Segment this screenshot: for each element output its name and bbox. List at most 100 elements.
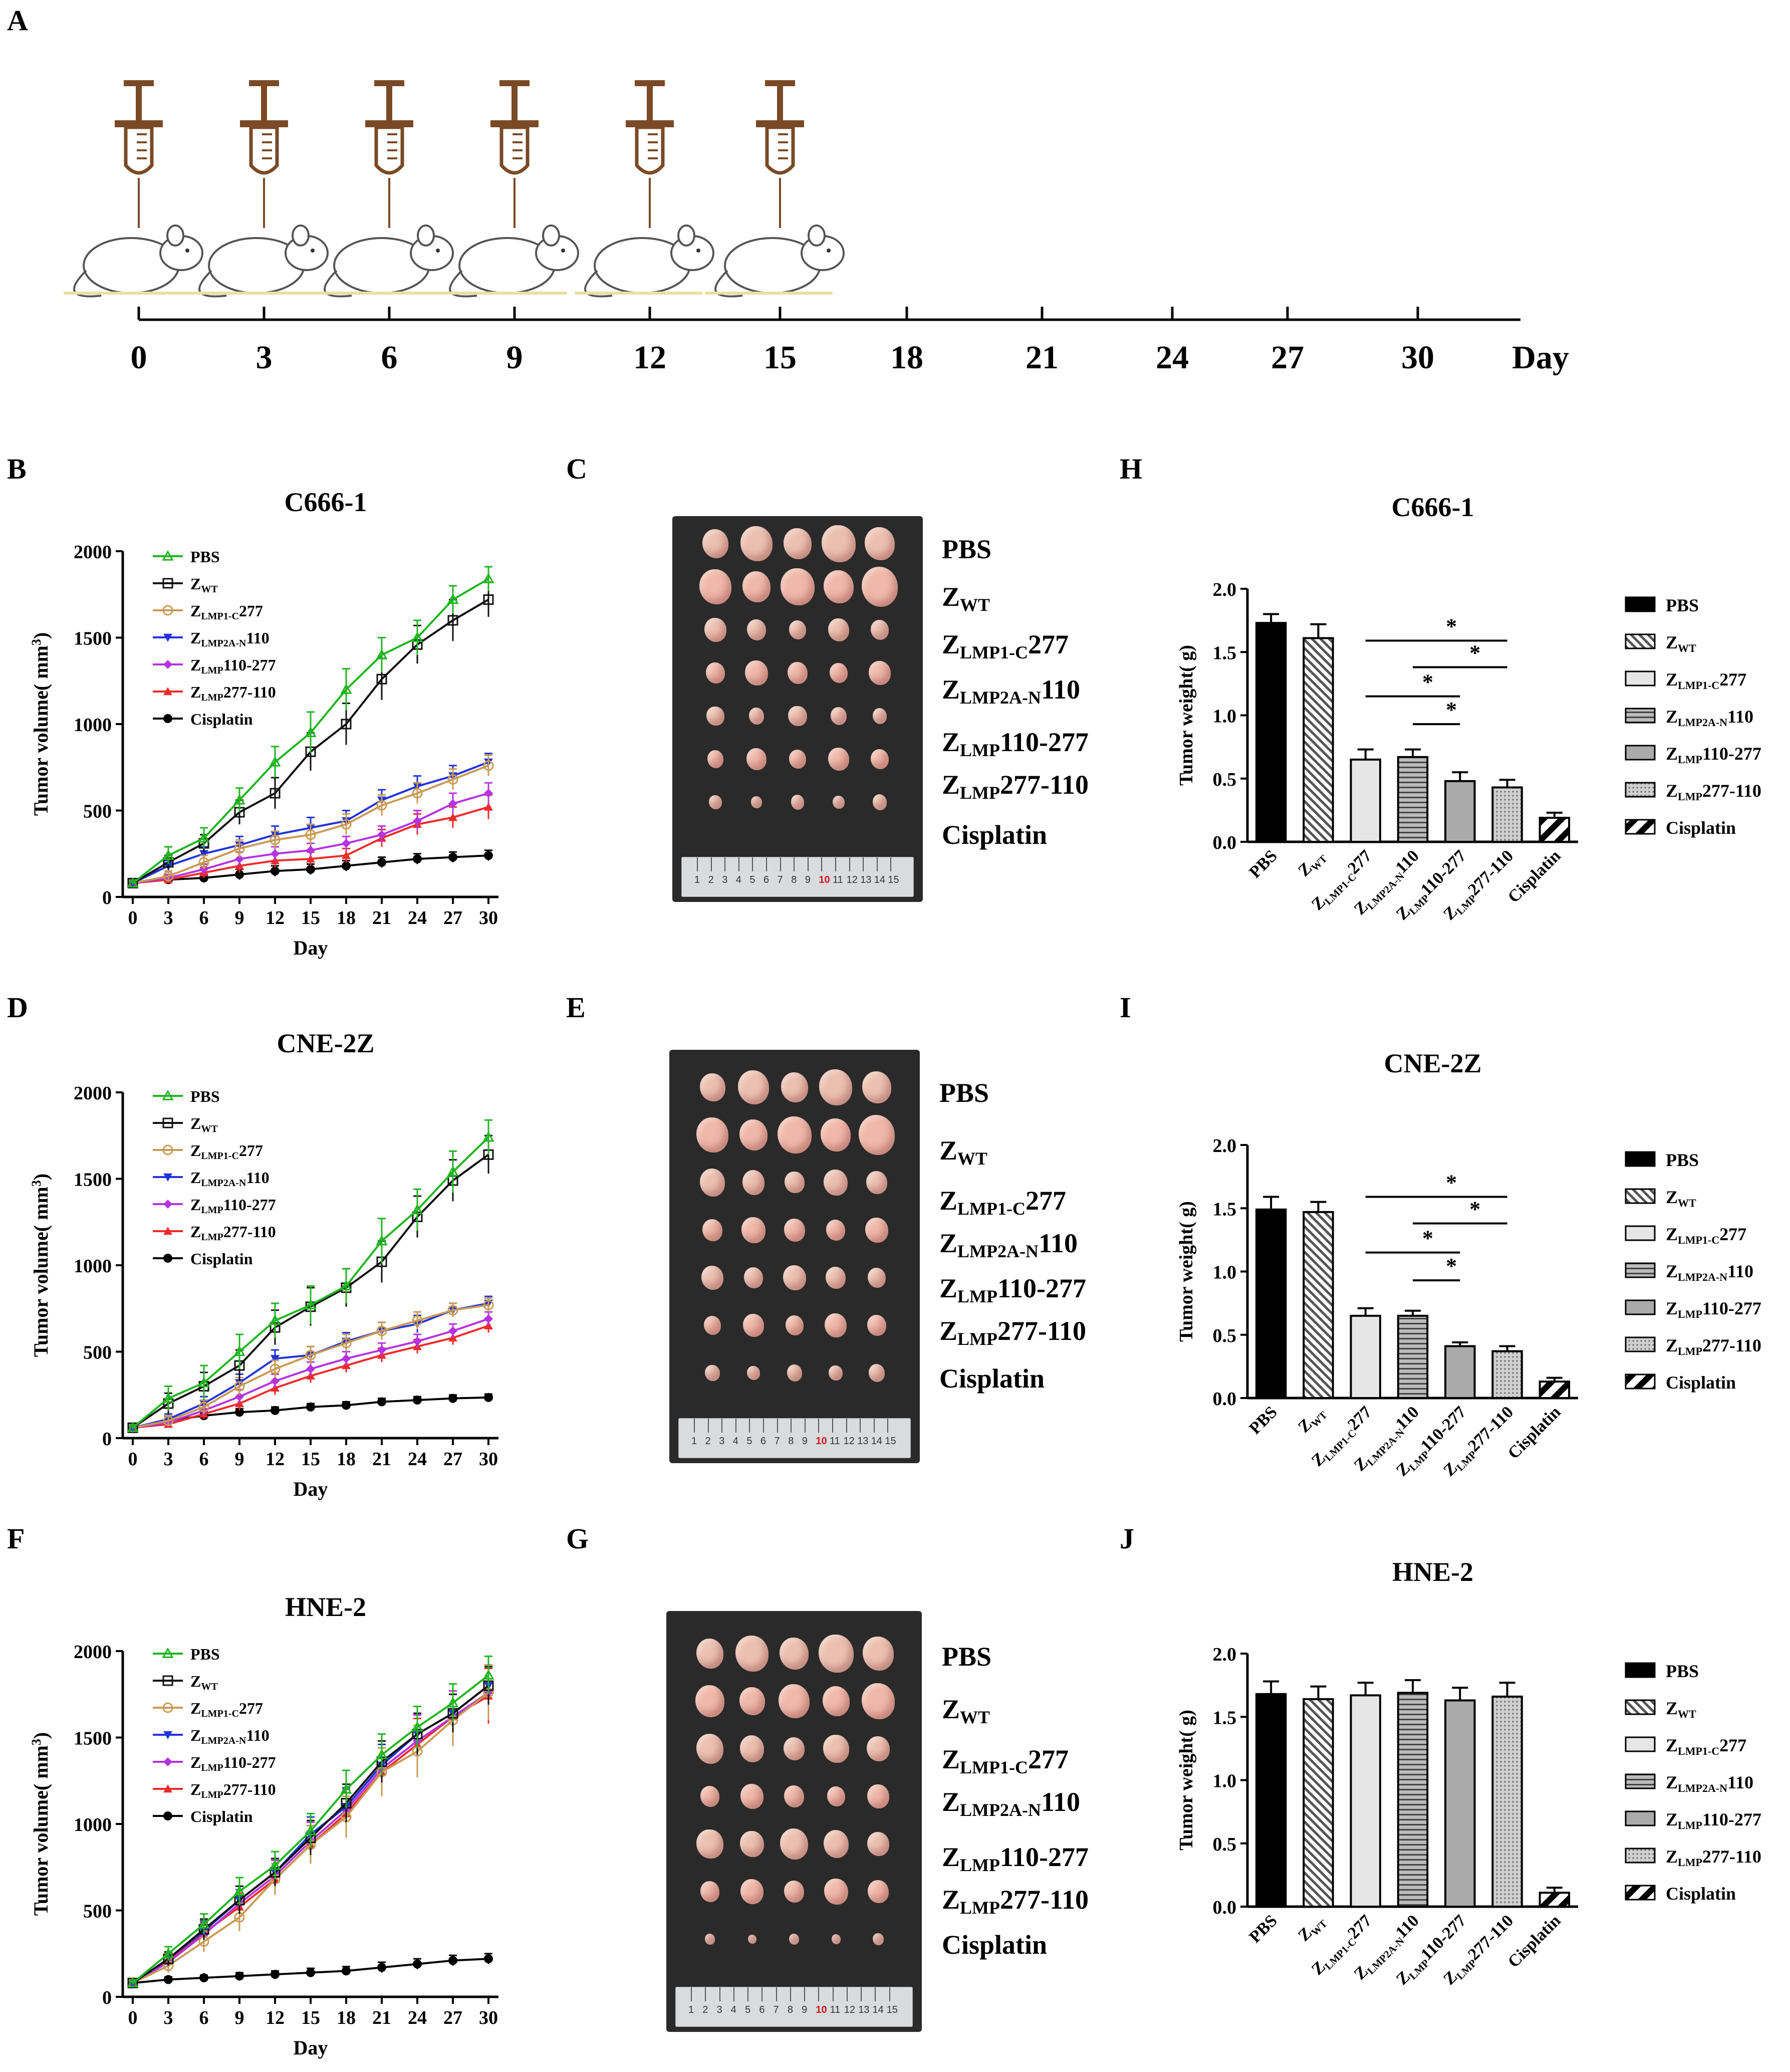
tumor-specimen [705, 662, 725, 683]
tumor-specimen [784, 1785, 805, 1808]
x-axis-label: Day [294, 937, 328, 959]
timeline-day-label: 3 [256, 339, 273, 376]
tumor-specimen [828, 748, 849, 771]
tumor-specimen [741, 1217, 765, 1244]
point-marker [340, 1280, 352, 1291]
y-tick-label: 0.5 [1213, 1834, 1237, 1855]
tumor-specimen [829, 1365, 843, 1380]
point-marker [377, 830, 386, 839]
point-marker [127, 1977, 139, 1988]
tumor-specimen [783, 1737, 805, 1761]
point-marker [163, 687, 172, 696]
tumor-specimen [740, 526, 773, 562]
ruler-tick [707, 1419, 709, 1433]
point-marker [305, 1349, 316, 1360]
mouse-icon [314, 224, 454, 298]
point-marker [306, 1968, 315, 1977]
legend-entry: ZLMP1-C277 [190, 1141, 263, 1162]
tumor-specimen [700, 1785, 720, 1807]
tumor-specimen [785, 1172, 805, 1194]
ruler-number: 12 [843, 1436, 855, 1447]
tumor-specimen [868, 1364, 885, 1382]
point-marker [483, 594, 494, 605]
ruler-number: 8 [788, 1436, 794, 1447]
syringe-plunger-rod [512, 86, 518, 121]
mouse-ear [808, 224, 826, 247]
legend-entry: ZLMP1-C277 [1666, 1224, 1746, 1246]
point-marker [448, 1394, 457, 1403]
point-marker [270, 788, 281, 799]
tumor-specimen [787, 661, 808, 684]
legend-entry: ZLMP2A-N110 [1666, 1772, 1753, 1794]
tumor-specimen [789, 749, 807, 769]
point-marker [413, 1959, 422, 1969]
tumor-specimen [862, 567, 898, 607]
legend-entry: PBS [1666, 1150, 1699, 1170]
significance-star: * [1446, 1254, 1457, 1278]
timeline-day-label: 21 [1026, 339, 1059, 376]
ruler-number: 2 [705, 1436, 711, 1447]
y-tick-label: 0.0 [1213, 832, 1237, 853]
point-marker [270, 1363, 281, 1374]
point-marker [163, 714, 172, 723]
chart-legend: PBS ZWT ZLMP1-C277 ZLMP2A-N110 ZLMP110-277 ZL… [1625, 1661, 1761, 1904]
point-marker [162, 1089, 174, 1100]
ruler-number: 4 [732, 1436, 738, 1447]
legend-entry: ZLMP2A-N110 [190, 1726, 270, 1746]
ruler-number: 7 [777, 874, 783, 885]
tumor-specimen [864, 527, 895, 561]
ruler-tick [705, 1987, 706, 2001]
x-tick-label: 21 [372, 1449, 391, 1470]
mouse-eye [827, 249, 831, 253]
ruler-tick [733, 1987, 734, 2001]
bar-lmp277110 [1491, 1350, 1523, 1399]
ruler-number: 6 [760, 1436, 766, 1447]
point-marker [412, 1315, 423, 1326]
bar-pbs [1255, 1693, 1287, 1908]
x-tick-label: 18 [337, 1449, 356, 1470]
point-marker [448, 1326, 457, 1336]
ruler-tick [738, 857, 739, 871]
point-marker [413, 1396, 422, 1405]
x-tick-label: 3 [164, 907, 173, 929]
point-marker [163, 1254, 172, 1263]
point-marker [447, 1697, 459, 1708]
ruler-number: 5 [745, 2004, 751, 2015]
syringe-plunger-top [124, 80, 154, 86]
legend-swatch [1625, 1336, 1656, 1352]
x-tick-label: 27 [443, 907, 462, 929]
tumor-specimen [781, 1072, 809, 1103]
tumor-specimen [704, 618, 726, 642]
significance-star: * [1422, 1226, 1433, 1251]
point-marker [306, 854, 315, 863]
photo-group-label: ZLMP277-110 [942, 770, 1089, 803]
ruler-tick [863, 857, 864, 871]
point-marker [413, 1336, 422, 1346]
photo-group-label: ZLMP110-277 [939, 1273, 1087, 1306]
point-marker [482, 573, 494, 583]
point-marker [269, 1859, 281, 1870]
tumor-specimen [745, 660, 768, 686]
x-tick-label: Cisplatin [1504, 1911, 1565, 1971]
measurement-ruler: 1 2 3 4 5 6 7 8 9 10 11 12 13 14 15 [678, 1418, 911, 1458]
legend-entry: ZLMP277-110 [190, 1223, 276, 1243]
bar-cis [1539, 1380, 1571, 1400]
legend-entry: ZLMP110-277 [190, 656, 276, 676]
ruler-tick [876, 857, 878, 871]
ruler-number: 13 [858, 2004, 870, 2015]
tumor-specimen [825, 1313, 847, 1337]
legend-entry: Cisplatin [1666, 818, 1736, 838]
point-marker [448, 799, 457, 808]
ruler-number: 14 [871, 1436, 883, 1447]
photo-group-label: Cisplatin [942, 1930, 1048, 1960]
line-chart-d: CNE-2Z 0 500 1000 1500 2000 0 3 6 9 12 15 18 21 24 27 30… [29, 1028, 498, 1500]
ruler-tick [735, 1419, 736, 1433]
tumor-specimen [784, 1218, 806, 1242]
point-marker [163, 1416, 174, 1426]
legend-entry: Cisplatin [1666, 1884, 1736, 1904]
timeline-day-label: 6 [381, 339, 398, 376]
point-marker [411, 1204, 423, 1215]
point-marker [376, 648, 388, 659]
x-tick-label: PBS [1246, 1911, 1281, 1946]
chart-legend: PBS ZWT ZLMP1-C277 ZLMP2A-N110 ZLMP110-277 ZL… [1625, 1150, 1761, 1393]
